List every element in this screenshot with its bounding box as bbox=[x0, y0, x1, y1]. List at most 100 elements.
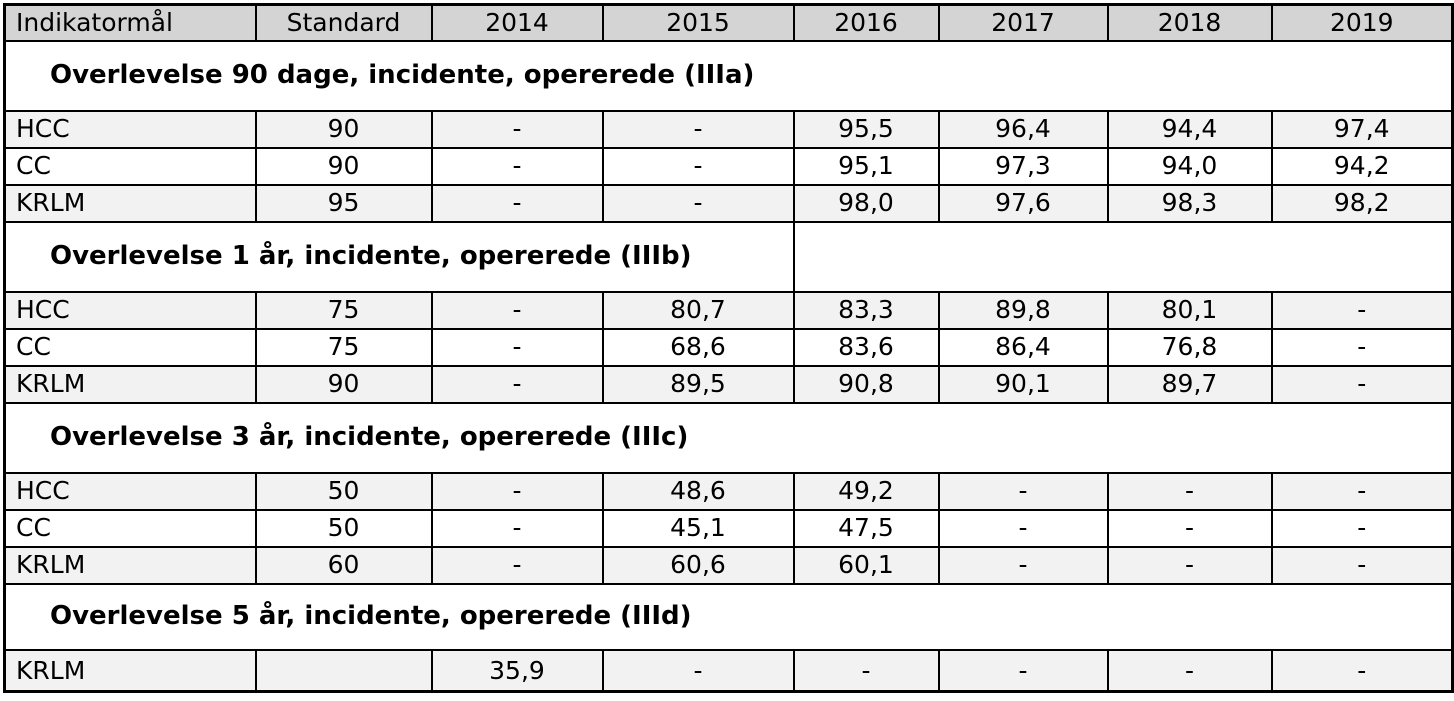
row-label: KRLM bbox=[3, 545, 257, 585]
value-cell-2019: - bbox=[1270, 364, 1454, 404]
row-label: CC bbox=[3, 146, 257, 186]
row-label: HCC bbox=[3, 471, 257, 511]
value-cell-2014: - bbox=[430, 327, 604, 367]
value-cell-2016: 83,6 bbox=[792, 327, 940, 367]
value-cell-2019: - bbox=[1270, 545, 1454, 585]
value-cell-2014: 35,9 bbox=[430, 648, 604, 693]
value-cell-2019: - bbox=[1270, 290, 1454, 330]
value-cell-2018: 80,1 bbox=[1106, 290, 1273, 330]
column-header-indikatormaal: Indikatormål bbox=[3, 3, 257, 42]
section-title: Overlevelse 90 dage, incidente, operered… bbox=[3, 39, 1454, 112]
value-cell-2018: 94,4 bbox=[1106, 109, 1273, 149]
column-header-2019: 2019 bbox=[1270, 3, 1454, 42]
value-cell-2019: - bbox=[1270, 508, 1454, 548]
value-cell-2018: - bbox=[1106, 471, 1273, 511]
value-cell-2019: - bbox=[1270, 471, 1454, 511]
column-header-2017: 2017 bbox=[937, 3, 1109, 42]
value-cell-2016: 49,2 bbox=[792, 471, 940, 511]
value-cell-2014: - bbox=[430, 109, 604, 149]
value-cell-2017: 96,4 bbox=[937, 109, 1109, 149]
value-cell-2014: - bbox=[430, 471, 604, 511]
value-cell-2017: 89,8 bbox=[937, 290, 1109, 330]
section-heading-row: Overlevelse 3 år, incidente, opererede (… bbox=[3, 401, 1454, 474]
value-cell-2018: 94,0 bbox=[1106, 146, 1273, 186]
table-row-hcc: HCC 90- -95,5 96,4 94,4 97,4 bbox=[3, 109, 1454, 149]
table-row-krlm: KRLM 95- -98,0 97,6 98,3 98,2 bbox=[3, 183, 1454, 223]
row-label: KRLM bbox=[3, 183, 257, 223]
table-row-cc: CC 90- -95,1 97,3 94,0 94,2 bbox=[3, 146, 1454, 186]
value-cell-2017: 97,3 bbox=[937, 146, 1109, 186]
section-title: Overlevelse 5 år, incidente, opererede (… bbox=[3, 582, 1454, 651]
standard-cell: 90 bbox=[254, 146, 433, 186]
value-cell-2015: 48,6 bbox=[601, 471, 795, 511]
value-cell-2019: 98,2 bbox=[1270, 183, 1454, 223]
value-cell-2017: 86,4 bbox=[937, 327, 1109, 367]
table-row-krlm: KRLM 60-60,6 60,1- - - bbox=[3, 545, 1454, 585]
value-cell-2017: 90,1 bbox=[937, 364, 1109, 404]
value-cell-2016: 60,1 bbox=[792, 545, 940, 585]
value-cell-2015: - bbox=[601, 648, 795, 693]
standard-cell: 95 bbox=[254, 183, 433, 223]
standard-cell: 75 bbox=[254, 327, 433, 367]
table-row-krlm: KRLM 90-89,5 90,8 90,1 89,7- bbox=[3, 364, 1454, 404]
row-label: HCC bbox=[3, 290, 257, 330]
value-cell-2016: 95,5 bbox=[792, 109, 940, 149]
value-cell-2018: 89,7 bbox=[1106, 364, 1273, 404]
row-label: KRLM bbox=[3, 364, 257, 404]
value-cell-2018: 76,8 bbox=[1106, 327, 1273, 367]
value-cell-2017: 97,6 bbox=[937, 183, 1109, 223]
value-cell-2014: - bbox=[430, 146, 604, 186]
column-header-standard: Standard bbox=[254, 3, 433, 42]
value-cell-2015: - bbox=[601, 183, 795, 223]
section-title: Overlevelse 1 år, incidente, opererede (… bbox=[3, 220, 795, 293]
value-cell-2014: - bbox=[430, 183, 604, 223]
standard-cell: 60 bbox=[254, 545, 433, 585]
value-cell-2017: - bbox=[937, 545, 1109, 585]
row-label: CC bbox=[3, 327, 257, 367]
row-label: KRLM bbox=[3, 648, 257, 693]
section-heading-row: Overlevelse 5 år, incidente, opererede (… bbox=[3, 582, 1454, 651]
value-cell-2016: 90,8 bbox=[792, 364, 940, 404]
value-cell-2016: 83,3 bbox=[792, 290, 940, 330]
value-cell-2018: - bbox=[1106, 648, 1273, 693]
value-cell-2019: - bbox=[1270, 327, 1454, 367]
indicator-results-table: Indikatormål Standard 2014 2015 2016 2017 2018… bbox=[3, 3, 1454, 693]
table-row-hcc: HCC 75-80,7 83,3 89,8 80,1- bbox=[3, 290, 1454, 330]
section-spacer-cell bbox=[792, 220, 1454, 293]
value-cell-2014: - bbox=[430, 508, 604, 548]
value-cell-2015: 68,6 bbox=[601, 327, 795, 367]
table-row-hcc: HCC 50-48,6 49,2- - - bbox=[3, 471, 1454, 511]
value-cell-2016: 47,5 bbox=[792, 508, 940, 548]
value-cell-2019: 97,4 bbox=[1270, 109, 1454, 149]
value-cell-2018: - bbox=[1106, 545, 1273, 585]
table-row-cc: CC 50-45,1 47,5- - - bbox=[3, 508, 1454, 548]
standard-cell: 75 bbox=[254, 290, 433, 330]
row-label: HCC bbox=[3, 109, 257, 149]
standard-cell: 50 bbox=[254, 508, 433, 548]
standard-cell: 50 bbox=[254, 471, 433, 511]
value-cell-2018: 98,3 bbox=[1106, 183, 1273, 223]
table-row-cc: CC 75-68,6 83,6 86,4 76,8- bbox=[3, 327, 1454, 367]
value-cell-2018: - bbox=[1106, 508, 1273, 548]
column-header-2015: 2015 bbox=[601, 3, 795, 42]
value-cell-2019: 94,2 bbox=[1270, 146, 1454, 186]
value-cell-2017: - bbox=[937, 508, 1109, 548]
value-cell-2017: - bbox=[937, 648, 1109, 693]
value-cell-2015: 80,7 bbox=[601, 290, 795, 330]
value-cell-2014: - bbox=[430, 364, 604, 404]
column-header-2014: 2014 bbox=[430, 3, 604, 42]
value-cell-2015: - bbox=[601, 109, 795, 149]
value-cell-2015: - bbox=[601, 146, 795, 186]
section-title: Overlevelse 3 år, incidente, opererede (… bbox=[3, 401, 1454, 474]
row-label: CC bbox=[3, 508, 257, 548]
table-body: Overlevelse 90 dage, incidente, operered… bbox=[3, 39, 1454, 693]
value-cell-2014: - bbox=[430, 545, 604, 585]
value-cell-2015: 89,5 bbox=[601, 364, 795, 404]
value-cell-2014: - bbox=[430, 290, 604, 330]
section-heading-row: Overlevelse 90 dage, incidente, operered… bbox=[3, 39, 1454, 112]
value-cell-2016: 95,1 bbox=[792, 146, 940, 186]
value-cell-2017: - bbox=[937, 471, 1109, 511]
table-row-krlm: KRLM 35,9- - - - - bbox=[3, 648, 1454, 693]
column-header-2016: 2016 bbox=[792, 3, 940, 42]
